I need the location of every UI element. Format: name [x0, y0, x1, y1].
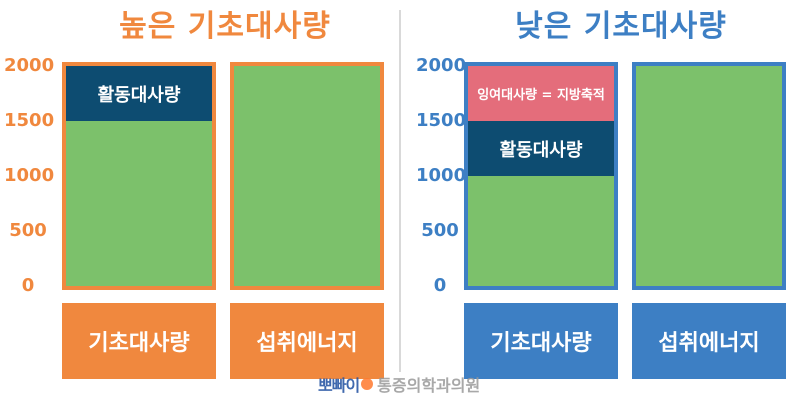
y-tick-label: 1000	[4, 165, 55, 186]
panel-divider	[399, 10, 401, 372]
chart-title: 낮은 기초대사량	[515, 9, 727, 44]
category-label: 기초대사량	[464, 303, 618, 379]
bar-segment	[234, 66, 380, 286]
watermark: 뽀빠이 통증의학과의원	[318, 372, 480, 396]
bar-segment	[636, 66, 782, 286]
chart-title: 높은 기초대사량	[119, 9, 331, 44]
y-tick-label: 0	[21, 275, 35, 296]
watermark-logo: 뽀빠이	[318, 376, 360, 395]
y-tick-label: 0	[433, 275, 447, 296]
category-label: 섭취에너지	[632, 303, 786, 379]
category-label: 섭취에너지	[230, 303, 384, 379]
y-tick-label: 1500	[4, 110, 55, 131]
y-tick-label: 1000	[416, 165, 467, 186]
bar-frame: 활동대사량	[62, 62, 216, 290]
segment-label: 활동대사량	[499, 139, 583, 161]
bar-frame	[632, 62, 786, 290]
bar-segment-labeled: 잉여대사량 = 지방축적	[468, 66, 614, 121]
y-tick-label: 500	[421, 220, 459, 241]
y-tick-label: 500	[9, 220, 47, 241]
bar-frame: 활동대사량 잉여대사량 = 지방축적	[464, 62, 618, 290]
bar-segment	[468, 176, 614, 286]
bar-segment-labeled: 활동대사량	[66, 66, 212, 121]
watermark-clinic-name: 통증의학과의원	[377, 376, 481, 395]
y-tick-label: 2000	[4, 55, 55, 76]
category-label: 기초대사량	[62, 303, 216, 379]
bar-frame	[230, 62, 384, 290]
y-tick-label: 1500	[416, 110, 467, 131]
segment-label: 잉여대사량 = 지방축적	[477, 88, 605, 103]
y-tick-label: 2000	[416, 55, 467, 76]
watermark-logo-mark	[361, 378, 374, 390]
bar-segment-labeled: 활동대사량	[468, 121, 614, 176]
segment-label: 활동대사량	[97, 84, 181, 106]
bar-segment	[66, 121, 212, 286]
